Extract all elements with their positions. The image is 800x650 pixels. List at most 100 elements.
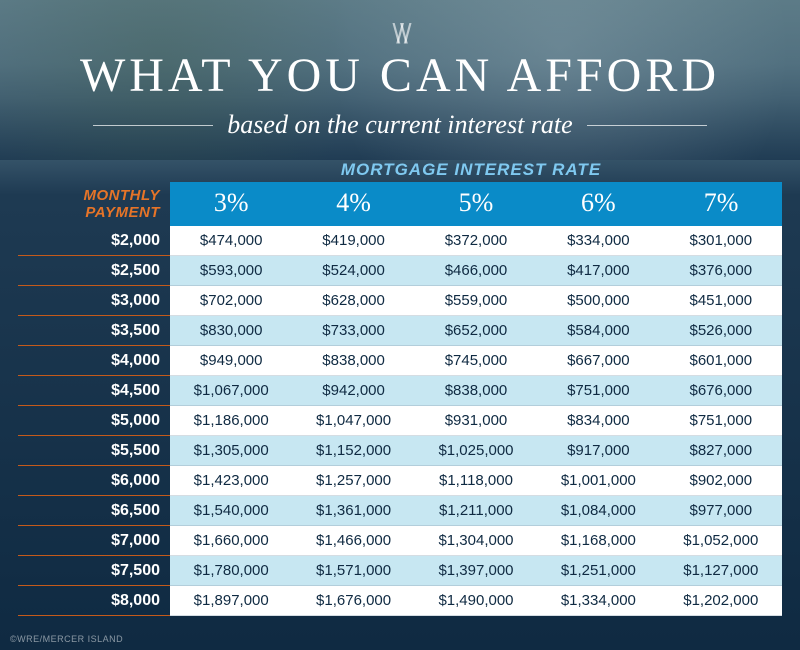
value-cell: $949,000 xyxy=(170,346,292,376)
payment-cell: $7,000 xyxy=(18,526,170,556)
value-cell: $745,000 xyxy=(415,346,537,376)
table-row: $3,500$830,000$733,000$652,000$584,000$5… xyxy=(18,316,782,346)
payment-cell: $3,500 xyxy=(18,316,170,346)
value-cell: $702,000 xyxy=(170,286,292,316)
value-cell: $1,202,000 xyxy=(660,586,782,616)
value-cell: $834,000 xyxy=(537,406,659,436)
value-cell: $372,000 xyxy=(415,226,537,256)
table-row: $3,000$702,000$628,000$559,000$500,000$4… xyxy=(18,286,782,316)
value-cell: $500,000 xyxy=(537,286,659,316)
brand-logo: \/\/ xyxy=(392,18,407,50)
value-cell: $301,000 xyxy=(660,226,782,256)
value-cell: $1,423,000 xyxy=(170,466,292,496)
value-cell: $334,000 xyxy=(537,226,659,256)
value-cell: $466,000 xyxy=(415,256,537,286)
table-row: $7,500$1,780,000$1,571,000$1,397,000$1,2… xyxy=(18,556,782,586)
divider-left xyxy=(93,125,213,126)
value-cell: $1,052,000 xyxy=(660,526,782,556)
rate-col-2: 5% xyxy=(415,182,537,226)
rate-col-0: 3% xyxy=(170,182,292,226)
payment-cell: $2,000 xyxy=(18,226,170,256)
value-cell: $1,211,000 xyxy=(415,496,537,526)
value-cell: $524,000 xyxy=(292,256,414,286)
table-row: $7,000$1,660,000$1,466,000$1,304,000$1,1… xyxy=(18,526,782,556)
table-row: $5,500$1,305,000$1,152,000$1,025,000$917… xyxy=(18,436,782,466)
value-cell: $1,047,000 xyxy=(292,406,414,436)
table-row: $2,500$593,000$524,000$466,000$417,000$3… xyxy=(18,256,782,286)
value-cell: $628,000 xyxy=(292,286,414,316)
value-cell: $451,000 xyxy=(660,286,782,316)
value-cell: $417,000 xyxy=(537,256,659,286)
value-cell: $830,000 xyxy=(170,316,292,346)
value-cell: $1,540,000 xyxy=(170,496,292,526)
value-cell: $1,897,000 xyxy=(170,586,292,616)
value-cell: $1,304,000 xyxy=(415,526,537,556)
value-cell: $526,000 xyxy=(660,316,782,346)
value-cell: $751,000 xyxy=(660,406,782,436)
rate-col-1: 4% xyxy=(292,182,414,226)
payment-cell: $4,000 xyxy=(18,346,170,376)
table-row: $2,000$474,000$419,000$372,000$334,000$3… xyxy=(18,226,782,256)
payment-cell: $8,000 xyxy=(18,586,170,616)
table-row: $6,500$1,540,000$1,361,000$1,211,000$1,0… xyxy=(18,496,782,526)
value-cell: $751,000 xyxy=(537,376,659,406)
value-cell: $838,000 xyxy=(292,346,414,376)
table-row: $5,000$1,186,000$1,047,000$931,000$834,0… xyxy=(18,406,782,436)
payment-cell: $3,000 xyxy=(18,286,170,316)
value-cell: $601,000 xyxy=(660,346,782,376)
value-cell: $1,305,000 xyxy=(170,436,292,466)
subtitle-row: based on the current interest rate xyxy=(0,110,800,140)
credit-line: ©WRE/MERCER ISLAND xyxy=(10,634,123,644)
affordability-table-area: MORTGAGE INTEREST RATE MONTHLY PAYMENT 3… xyxy=(18,160,782,624)
payment-cell: $4,500 xyxy=(18,376,170,406)
value-cell: $559,000 xyxy=(415,286,537,316)
payment-cell: $2,500 xyxy=(18,256,170,286)
value-cell: $1,251,000 xyxy=(537,556,659,586)
value-cell: $1,397,000 xyxy=(415,556,537,586)
value-cell: $917,000 xyxy=(537,436,659,466)
value-cell: $676,000 xyxy=(660,376,782,406)
value-cell: $902,000 xyxy=(660,466,782,496)
payment-cell: $5,500 xyxy=(18,436,170,466)
value-cell: $1,001,000 xyxy=(537,466,659,496)
value-cell: $584,000 xyxy=(537,316,659,346)
value-cell: $652,000 xyxy=(415,316,537,346)
page-subtitle: based on the current interest rate xyxy=(227,110,572,140)
value-cell: $667,000 xyxy=(537,346,659,376)
value-cell: $1,168,000 xyxy=(537,526,659,556)
value-cell: $1,571,000 xyxy=(292,556,414,586)
value-cell: $931,000 xyxy=(415,406,537,436)
value-cell: $474,000 xyxy=(170,226,292,256)
value-cell: $419,000 xyxy=(292,226,414,256)
value-cell: $1,334,000 xyxy=(537,586,659,616)
table-row: $4,000$949,000$838,000$745,000$667,000$6… xyxy=(18,346,782,376)
value-cell: $376,000 xyxy=(660,256,782,286)
value-cell: $1,676,000 xyxy=(292,586,414,616)
value-cell: $1,025,000 xyxy=(415,436,537,466)
rate-col-3: 6% xyxy=(537,182,659,226)
value-cell: $1,127,000 xyxy=(660,556,782,586)
value-cell: $1,466,000 xyxy=(292,526,414,556)
value-cell: $977,000 xyxy=(660,496,782,526)
page-title: WHAT YOU CAN AFFORD xyxy=(0,48,800,103)
rate-header-row: 3% 4% 5% 6% 7% xyxy=(18,182,782,226)
value-cell: $827,000 xyxy=(660,436,782,466)
rate-col-4: 7% xyxy=(660,182,782,226)
value-cell: $942,000 xyxy=(292,376,414,406)
value-cell: $593,000 xyxy=(170,256,292,286)
value-cell: $1,361,000 xyxy=(292,496,414,526)
payment-cell: $6,500 xyxy=(18,496,170,526)
value-cell: $1,186,000 xyxy=(170,406,292,436)
value-cell: $1,118,000 xyxy=(415,466,537,496)
payment-cell: $6,000 xyxy=(18,466,170,496)
payment-cell: $5,000 xyxy=(18,406,170,436)
value-cell: $1,084,000 xyxy=(537,496,659,526)
affordability-table: 3% 4% 5% 6% 7% $2,000$474,000$419,000$37… xyxy=(18,182,782,616)
corner-cell xyxy=(18,182,170,226)
table-row: $4,500$1,067,000$942,000$838,000$751,000… xyxy=(18,376,782,406)
value-cell: $733,000 xyxy=(292,316,414,346)
value-cell: $1,660,000 xyxy=(170,526,292,556)
divider-right xyxy=(587,125,707,126)
value-cell: $1,780,000 xyxy=(170,556,292,586)
value-cell: $1,257,000 xyxy=(292,466,414,496)
